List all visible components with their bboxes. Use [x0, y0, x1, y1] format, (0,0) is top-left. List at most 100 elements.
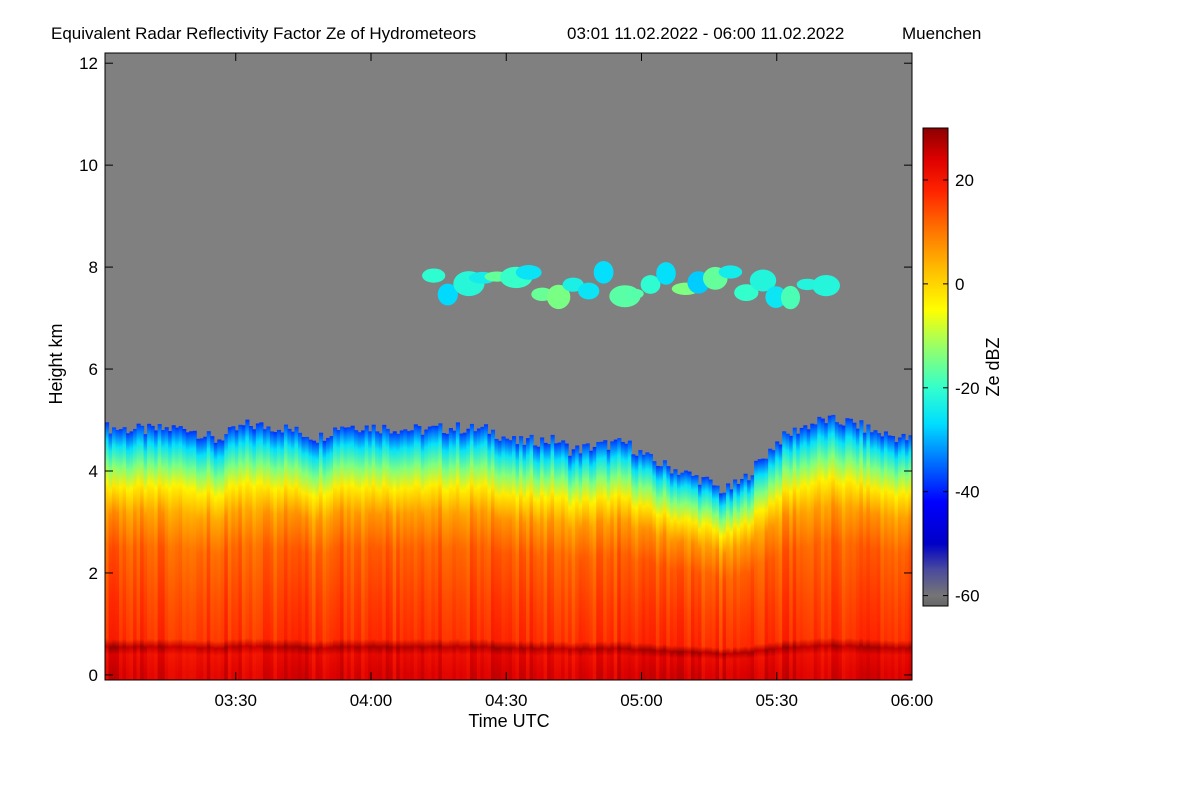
reflectivity-column: [129, 431, 134, 680]
reflectivity-column: [585, 443, 590, 680]
reflectivity-column: [329, 436, 334, 680]
x-tick-label: 06:00: [891, 691, 934, 710]
reflectivity-column: [631, 454, 636, 680]
reflectivity-column: [550, 434, 555, 680]
reflectivity-column: [469, 423, 475, 680]
reflectivity-column: [182, 428, 187, 680]
x-axis-label: Time UTC: [468, 711, 549, 731]
reflectivity-column: [522, 444, 527, 680]
reflectivity-column: [455, 422, 460, 680]
reflectivity-column: [887, 435, 892, 680]
upper-cloud-patch: [656, 262, 676, 285]
upper-cloud-patch: [578, 282, 600, 300]
reflectivity-column: [459, 433, 464, 680]
y-axis-label: Height km: [46, 323, 66, 404]
reflectivity-column: [904, 440, 910, 680]
reflectivity-column: [340, 426, 345, 680]
reflectivity-column: [897, 437, 903, 680]
reflectivity-column: [582, 444, 587, 680]
reflectivity-column: [301, 437, 306, 680]
reflectivity-column: [564, 443, 569, 680]
reflectivity-column: [126, 433, 131, 680]
reflectivity-column: [112, 427, 117, 680]
reflectivity-column: [613, 439, 618, 680]
x-tick-label: 05:30: [755, 691, 798, 710]
reflectivity-column: [368, 431, 373, 680]
plot-area: [105, 53, 912, 680]
reflectivity-column: [894, 442, 899, 680]
upper-cloud-patch: [812, 275, 840, 297]
reflectivity-column: [719, 493, 724, 680]
reflectivity-column: [427, 426, 432, 680]
reflectivity-column: [206, 431, 211, 680]
reflectivity-column: [610, 441, 615, 680]
upper-cloud-patch: [422, 268, 446, 283]
chart-period: 03:01 11.02.2022 - 06:00 11.02.2022: [567, 24, 844, 43]
reflectivity-column: [617, 438, 622, 680]
reflectivity-column: [554, 443, 559, 680]
y-tick-label: 4: [89, 462, 98, 481]
reflectivity-column: [697, 484, 703, 680]
reflectivity-column: [547, 444, 552, 680]
reflectivity-column: [834, 422, 839, 680]
reflectivity-column: [108, 433, 113, 680]
reflectivity-column: [210, 436, 215, 680]
reflectivity-column: [154, 430, 159, 680]
y-tick-label: 10: [79, 156, 98, 175]
reflectivity-column: [364, 425, 369, 680]
reflectivity-column: [234, 430, 239, 680]
reflectivity-column: [147, 423, 152, 680]
reflectivity-column: [410, 430, 415, 680]
reflectivity-column: [357, 432, 362, 680]
reflectivity-column: [708, 479, 713, 680]
reflectivity-column: [869, 432, 875, 680]
reflectivity-column: [761, 458, 766, 680]
colorbar-tick-label: 20: [955, 171, 974, 190]
y-axis-ticks: 0 2 4 6 8 10 12: [79, 54, 912, 685]
reflectivity-column: [241, 425, 246, 680]
reflectivity-column: [701, 477, 706, 680]
reflectivity-column: [199, 438, 204, 680]
reflectivity-column: [831, 414, 836, 680]
reflectivity-column: [269, 431, 275, 680]
reflectivity-column: [382, 424, 387, 680]
reflectivity-column: [690, 476, 696, 680]
reflectivity-column: [297, 432, 303, 680]
reflectivity-column: [252, 429, 257, 680]
reflectivity-column: [890, 435, 896, 680]
reflectivity-column: [105, 422, 110, 680]
reflectivity-column: [855, 428, 860, 680]
reflectivity-column: [238, 424, 243, 680]
reflectivity-column: [733, 479, 738, 680]
reflectivity-column: [487, 433, 492, 680]
reflectivity-column: [283, 424, 289, 680]
reflectivity-column: [220, 440, 225, 680]
reflectivity-column: [133, 428, 138, 680]
reflectivity-column: [462, 432, 467, 680]
reflectivity-column: [452, 430, 457, 680]
reflectivity-column: [778, 444, 783, 680]
reflectivity-column: [620, 441, 625, 680]
upper-cloud-patch: [781, 285, 800, 310]
upper-cloud-patch: [562, 277, 584, 292]
reflectivity-column: [434, 425, 439, 680]
reflectivity-column: [722, 492, 727, 680]
reflectivity-column: [873, 430, 878, 680]
upper-cloud-patch: [593, 261, 614, 284]
reflectivity-column: [648, 453, 653, 680]
reflectivity-column: [466, 428, 471, 680]
reflectivity-column: [715, 485, 720, 680]
reflectivity-column: [771, 450, 776, 680]
reflectivity-column: [768, 448, 773, 680]
reflectivity-column: [624, 443, 629, 680]
reflectivity-column: [171, 425, 176, 680]
reflectivity-column: [743, 473, 748, 680]
reflectivity-column: [350, 425, 355, 680]
reflectivity-column: [666, 466, 671, 680]
upper-cloud-patch: [640, 275, 661, 294]
reflectivity-columns: [105, 414, 912, 680]
reflectivity-column: [438, 423, 443, 680]
reflectivity-column: [645, 452, 650, 680]
reflectivity-column: [336, 430, 341, 680]
plot-frame: [104, 52, 913, 681]
